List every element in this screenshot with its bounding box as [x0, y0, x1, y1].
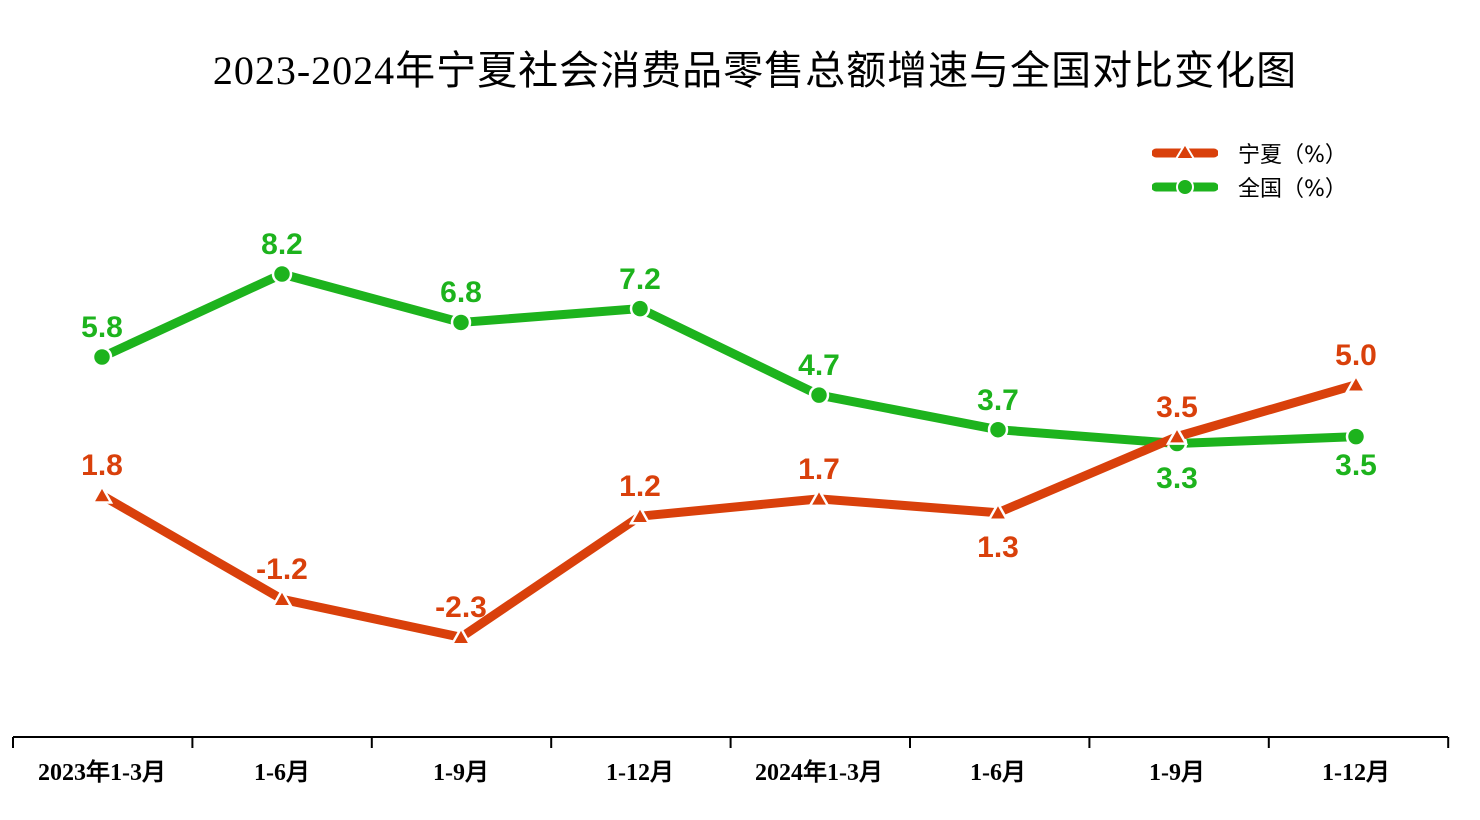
circle-marker-icon: [450, 312, 472, 333]
national-data-label: 5.8: [81, 311, 123, 345]
triangle-marker-icon: [1152, 143, 1218, 160]
legend-item-ningxia: 宁夏（%）: [1152, 136, 1347, 170]
triangle-marker-icon: [449, 625, 473, 646]
national-data-label: 3.3: [1156, 461, 1198, 495]
ningxia-data-label: 1.7: [798, 452, 840, 486]
triangle-marker-icon: [807, 487, 831, 508]
national-data-label: 6.8: [440, 276, 482, 310]
circle-marker-icon: [271, 263, 293, 285]
triangle-marker-icon: [986, 501, 1010, 521]
triangle-marker-icon: [1165, 425, 1189, 445]
national-data-label: 3.7: [977, 383, 1019, 417]
national-line: [100, 269, 1357, 449]
legend: 宁夏（%） 全国（%）: [1152, 136, 1347, 204]
ningxia-data-label: 1.8: [81, 449, 123, 483]
national-data-label: 7.2: [619, 262, 661, 296]
circle-marker-icon: [629, 298, 651, 319]
circle-marker-icon: [808, 384, 830, 406]
circle-marker-icon: [91, 346, 113, 368]
ningxia-line: [99, 380, 1358, 642]
x-tick-label: 2024年1-3月: [755, 760, 883, 786]
triangle-marker-icon: [90, 483, 114, 504]
triangle-marker-icon: [270, 587, 294, 608]
national-data-label: 8.2: [261, 228, 303, 261]
ningxia-data-label: 1.3: [977, 530, 1019, 564]
circle-marker-icon: [1345, 426, 1367, 447]
legend-label: 全国（%）: [1238, 177, 1347, 202]
x-tick-label: 1-6月: [970, 760, 1026, 786]
ningxia-data-label: 3.5: [1156, 390, 1198, 424]
legend-label: 宁夏（%）: [1238, 143, 1347, 168]
triangle-marker-icon: [628, 504, 652, 525]
x-tick-label: 1-6月: [254, 760, 310, 786]
national-data-label: 3.5: [1335, 448, 1377, 482]
chart-title: 2023-2024年宁夏社会消费品零售总额增速与全国对比变化图: [212, 48, 1298, 93]
x-tick-label: 1-9月: [1149, 760, 1205, 786]
ningxia-data-label: -1.2: [256, 553, 308, 587]
national-data-label: 4.7: [798, 349, 840, 383]
ningxia-data-label: -2.3: [435, 591, 487, 625]
x-tick-label: 1-12月: [1322, 760, 1390, 786]
x-tick-label: 1-9月: [433, 760, 489, 786]
x-tick-label: 1-12月: [606, 760, 674, 786]
circle-marker-icon: [987, 419, 1009, 440]
triangle-marker-icon: [1344, 373, 1368, 393]
circle-marker-icon: [1152, 178, 1218, 196]
ningxia-data-label: 1.2: [619, 470, 661, 504]
legend-item-national: 全国（%）: [1152, 170, 1347, 204]
ningxia-data-label: 5.0: [1335, 338, 1377, 372]
x-tick-label: 2023年1-3月: [38, 760, 166, 786]
